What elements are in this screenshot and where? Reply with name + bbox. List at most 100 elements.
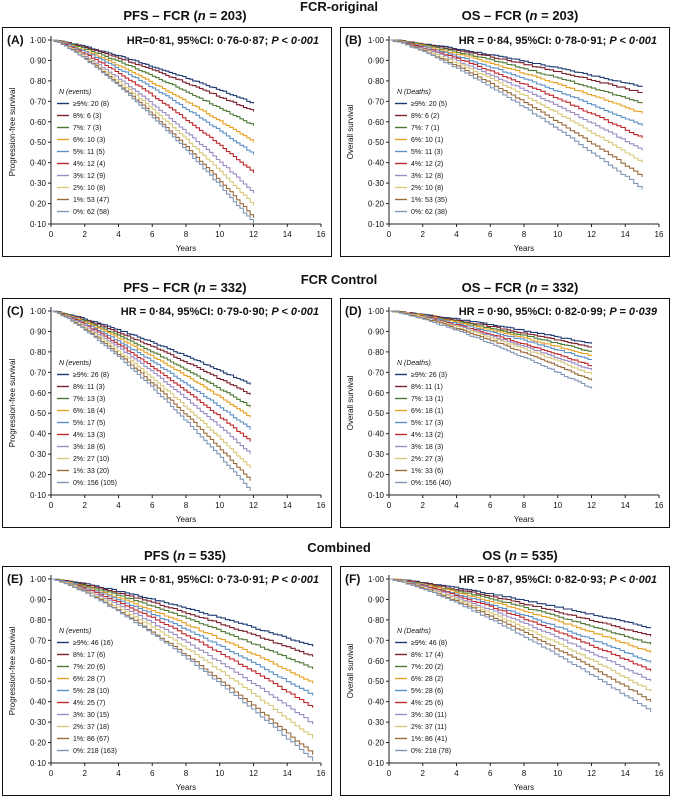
y-tick-label: 0·90 [30, 56, 47, 65]
y-tick-label: 0·60 [368, 118, 385, 127]
hazard-ratio-text: HR = 0·84, 95%CI: 0·79-0·90; P < 0·001 [121, 306, 319, 318]
y-tick-label: 0·50 [368, 409, 385, 418]
x-tick-label: 2 [83, 230, 88, 239]
legend-label: 0%: 156 (40) [411, 480, 451, 487]
x-tick-label: 0 [387, 501, 392, 510]
x-tick-label: 16 [317, 230, 326, 239]
y-axis-label: Progression-free survival [8, 359, 17, 448]
hazard-ratio-text: HR = 0·84, 95%CI: 0·78-0·91; P < 0·001 [459, 35, 657, 47]
y-tick-label: 0·40 [30, 698, 47, 707]
x-tick-label: 0 [387, 769, 392, 778]
legend-label: 6%: 10 (1) [411, 137, 443, 144]
x-tick-label: 4 [116, 769, 121, 778]
x-tick-label: 4 [116, 230, 121, 239]
x-tick-label: 6 [150, 769, 155, 778]
y-tick-label: 0·70 [368, 97, 385, 106]
panel-title-d: OS – FCR (n = 332) [461, 280, 579, 295]
hr-value: HR = 0·87, 95%CI: 0·82-0·93; [459, 574, 610, 586]
y-tick-label: 0·20 [30, 471, 47, 480]
legend-title: N (Deaths) [397, 89, 431, 96]
x-tick-label: 10 [553, 501, 562, 510]
x-tick-label: 2 [421, 230, 426, 239]
x-tick-label: 4 [454, 501, 459, 510]
x-tick-label: 14 [621, 501, 630, 510]
y-tick-label: 0·40 [368, 159, 385, 168]
y-tick-label: 0·90 [368, 56, 385, 65]
km-curve-f-9 [389, 578, 652, 712]
x-tick-label: 8 [184, 501, 189, 510]
panel-letter: (A) [7, 33, 24, 47]
panel-letter: (B) [345, 33, 362, 47]
y-axis-label: Overall survival [346, 643, 355, 698]
y-tick-label: 0·10 [368, 491, 385, 500]
y-axis-label: Progression-free survival [8, 627, 17, 716]
x-tick-label: 6 [488, 769, 493, 778]
legend-label: 6%: 18 (4) [73, 408, 105, 415]
section-label-combined: Combined [307, 540, 371, 555]
legend-label: 0%: 62 (38) [411, 209, 447, 216]
x-tick-label: 2 [421, 769, 426, 778]
y-tick-label: 0·80 [30, 616, 47, 625]
legend-label: 3%: 30 (15) [73, 712, 109, 719]
y-tick-label: 0·20 [368, 200, 385, 209]
y-tick-label: 0·50 [30, 409, 47, 418]
x-tick-label: 12 [249, 769, 258, 778]
x-tick-label: 8 [184, 769, 189, 778]
y-tick-label: 0·70 [30, 636, 47, 645]
legend-label: 3%: 18 (3) [411, 444, 443, 451]
km-chart-e: 0·10 0·20 0·30 0·40 0·50 0·60 0·70 0·80 0·90 1·00… [7, 572, 326, 792]
legend-title: N (events) [59, 360, 91, 367]
legend-label: 5%: 28 (6) [411, 688, 443, 695]
y-tick-label: 0·10 [30, 220, 47, 229]
legend-title: N (events) [59, 628, 91, 635]
x-tick-label: 4 [454, 769, 459, 778]
y-tick-label: 1·00 [368, 36, 385, 45]
panel-title-c: PFS – FCR (n = 332) [123, 280, 247, 295]
km-curve-f-1 [389, 578, 652, 637]
x-tick-label: 6 [488, 230, 493, 239]
legend-label: 4%: 13 (2) [411, 432, 443, 439]
legend-label: 1%: 86 (41) [411, 736, 447, 743]
x-tick-label: 14 [283, 501, 292, 510]
legend-label: 0%: 156 (105) [73, 480, 117, 487]
y-tick-label: 0·90 [30, 595, 47, 604]
x-tick-label: 12 [587, 230, 596, 239]
y-tick-label: 0·80 [368, 616, 385, 625]
y-tick-label: 0·30 [368, 718, 385, 727]
legend-label: 4%: 13 (3) [73, 432, 105, 439]
legend-label: ≥9%: 46 (16) [73, 640, 113, 647]
chart-panel-c: 0·10 0·20 0·30 0·40 0·50 0·60 0·70 0·80 0·90 1·00… [2, 298, 332, 528]
y-tick-label: 0·10 [30, 759, 47, 768]
legend-label: ≥9%: 20 (8) [73, 101, 109, 108]
y-axis-label: Overall survival [346, 104, 355, 159]
legend-label: 8%: 11 (1) [411, 384, 443, 391]
legend-label: 5%: 11 (3) [411, 149, 443, 156]
legend-label: ≥9%: 26 (3) [411, 372, 447, 379]
x-tick-label: 10 [215, 230, 224, 239]
y-tick-label: 0·20 [368, 739, 385, 748]
x-tick-label: 12 [249, 230, 258, 239]
x-tick-label: 8 [522, 501, 527, 510]
y-tick-label: 0·70 [30, 97, 47, 106]
section-label-fcr-original: FCR-original [300, 0, 378, 14]
legend-label: 5%: 17 (5) [73, 420, 105, 427]
legend-label: 3%: 12 (9) [73, 173, 105, 180]
x-axis-label: Years [176, 515, 196, 524]
legend-label: 1%: 86 (67) [73, 736, 109, 743]
y-tick-label: 0·60 [368, 389, 385, 398]
x-tick-label: 0 [49, 769, 54, 778]
km-curve-d-9 [389, 310, 593, 389]
y-tick-label: 0·60 [30, 389, 47, 398]
section-label-fcr-control: FCR Control [300, 272, 378, 287]
y-tick-label: 0·60 [30, 118, 47, 127]
y-tick-label: 1·00 [30, 575, 47, 584]
y-tick-label: 0·80 [30, 348, 47, 357]
legend-label: 4%: 12 (2) [411, 161, 443, 168]
x-axis-label: Years [176, 244, 196, 253]
x-tick-label: 10 [553, 769, 562, 778]
x-tick-label: 6 [150, 230, 155, 239]
legend-title: N (Deaths) [397, 360, 431, 367]
y-tick-label: 0·80 [30, 77, 47, 86]
km-curve-c-2 [51, 310, 251, 408]
x-tick-label: 12 [249, 501, 258, 510]
